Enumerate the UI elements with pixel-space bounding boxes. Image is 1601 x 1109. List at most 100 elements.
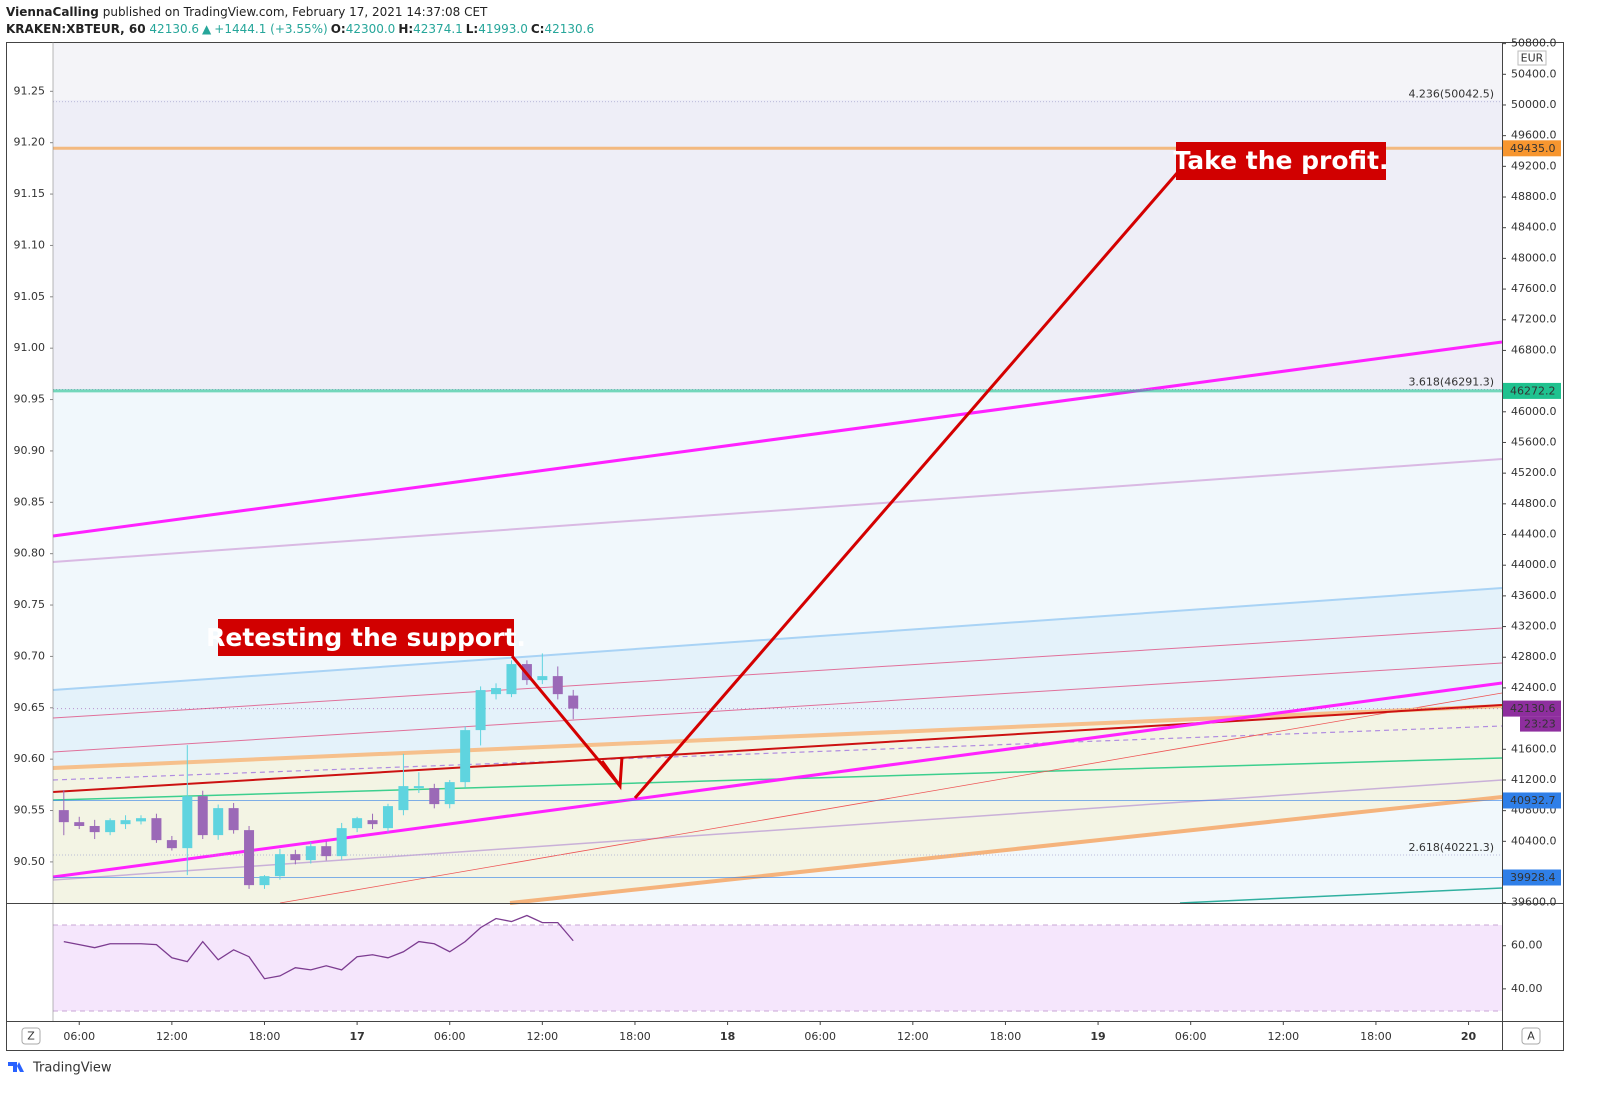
y-tick-label: 50400.0 [1511, 67, 1557, 80]
annotation: Retesting the support. [206, 623, 526, 652]
y2-tick-label: 90.75 [14, 598, 46, 611]
button[interactable] [21, 1027, 41, 1045]
y2-tick-label: 90.70 [14, 649, 46, 662]
fib-label: 2.618(40221.3) [1408, 841, 1494, 854]
currency-box [1517, 50, 1547, 66]
trendline [1179, 887, 1503, 904]
candle-body [537, 676, 548, 681]
zone [53, 588, 1502, 768]
candle-body [244, 830, 255, 886]
trendline [52, 340, 1503, 538]
candle-body [74, 822, 85, 826]
candle-body [491, 688, 502, 695]
x-tick-label: 12:00 [156, 1030, 188, 1043]
y2-tick-label: 91.10 [14, 238, 46, 251]
candle-body [352, 818, 363, 829]
button-label[interactable]: A [1527, 1030, 1535, 1043]
price-label-box [1503, 869, 1561, 886]
y2-tick-label: 90.60 [14, 752, 46, 765]
candle-body [475, 690, 486, 731]
y-tick-label: 40400.0 [1511, 834, 1557, 847]
drawings [52, 340, 1503, 905]
trendline [52, 779, 1503, 881]
y-tick-label: 50800.0 [1511, 37, 1557, 50]
x-tick-label: 18:00 [249, 1030, 281, 1043]
y-tick-label: 44400.0 [1511, 528, 1557, 541]
y-tick-label: 43200.0 [1511, 620, 1557, 633]
trendline [52, 662, 1503, 753]
price-label-box [1503, 382, 1561, 399]
y-tick-label: 46000.0 [1511, 405, 1557, 418]
rsi-line [63, 914, 574, 980]
l-label: L: [465, 22, 479, 36]
x-tick-label: 12:00 [526, 1030, 558, 1043]
channel-line [509, 795, 1503, 905]
arrows [510, 171, 1180, 799]
candle-body [120, 820, 131, 825]
candle-body [89, 825, 100, 833]
y2-tick-label: 91.05 [14, 290, 46, 303]
rsi-band [53, 925, 1502, 1011]
y-tick-label: 50000.0 [1511, 98, 1557, 111]
y-tick-label: 43600.0 [1511, 589, 1557, 602]
arrow [510, 655, 622, 787]
countdown: 23:23 [1524, 718, 1556, 731]
y2-tick-label: 91.20 [14, 136, 46, 149]
x-tick-label: 18 [720, 1030, 735, 1043]
x-tick-label: 18:00 [1360, 1030, 1392, 1043]
candle-body [182, 796, 193, 849]
y2-tick-label: 90.95 [14, 393, 46, 406]
x-tick-label: 06:00 [804, 1030, 836, 1043]
annotation-box [218, 619, 514, 656]
candle-body [58, 810, 69, 823]
y-tick-label: 60.00 [1511, 939, 1543, 952]
brand-logo [8, 1062, 24, 1072]
y-tick-label: 48800.0 [1511, 190, 1557, 203]
candle-body [166, 840, 177, 849]
x-tick-label: 12:00 [897, 1030, 929, 1043]
y-tick-label: 44800.0 [1511, 497, 1557, 510]
y-tick-label: 39600.0 [1511, 896, 1557, 909]
y-tick-label: 49600.0 [1511, 129, 1557, 142]
candle-body [444, 782, 455, 805]
header-line-1: ViennaCalling published on TradingView.c… [6, 4, 597, 21]
button-label[interactable]: Z [27, 1030, 35, 1043]
candle-body [105, 820, 116, 833]
o-label: O: [330, 22, 346, 36]
y-tick-label: 48400.0 [1511, 221, 1557, 234]
y-tick-label: 45200.0 [1511, 466, 1557, 479]
x-tick-label: 06:00 [1175, 1030, 1207, 1043]
y2-tick-label: 90.55 [14, 804, 46, 817]
x-tick-label: 12:00 [1267, 1030, 1299, 1043]
currency: EUR [1521, 52, 1544, 65]
button[interactable] [1521, 1027, 1541, 1045]
price-label: 49435.0 [1510, 142, 1556, 155]
header: ViennaCalling published on TradingView.c… [6, 4, 597, 38]
x-tick-label: 06:00 [434, 1030, 466, 1043]
candle-body [460, 730, 471, 783]
y2-tick-label: 91.25 [14, 84, 46, 97]
open: 42300.0 [345, 22, 396, 36]
y2-tick-label: 90.85 [14, 495, 46, 508]
candle-body [321, 846, 332, 857]
y-tick-label: 44000.0 [1511, 558, 1557, 571]
y2-tick-label: 90.50 [14, 855, 46, 868]
candle-body [259, 876, 270, 886]
candle-body [506, 664, 517, 695]
c-label: C: [530, 22, 545, 36]
y-tick-label: 46800.0 [1511, 343, 1557, 356]
price-label: 42130.6 [1510, 702, 1556, 715]
candle-body [305, 846, 316, 861]
y-tick-label: 49200.0 [1511, 159, 1557, 172]
y-tick-label: 40.00 [1511, 982, 1543, 995]
y-tick-label: 48000.0 [1511, 251, 1557, 264]
trendline [279, 692, 1503, 904]
fib-label: 4.236(50042.5) [1408, 88, 1494, 101]
published: published on TradingView.com, February 1… [102, 5, 488, 19]
arrow [633, 171, 1180, 799]
x-tick-label: 17 [349, 1030, 364, 1043]
candle-body [382, 806, 393, 829]
price-label-box [1503, 140, 1561, 157]
